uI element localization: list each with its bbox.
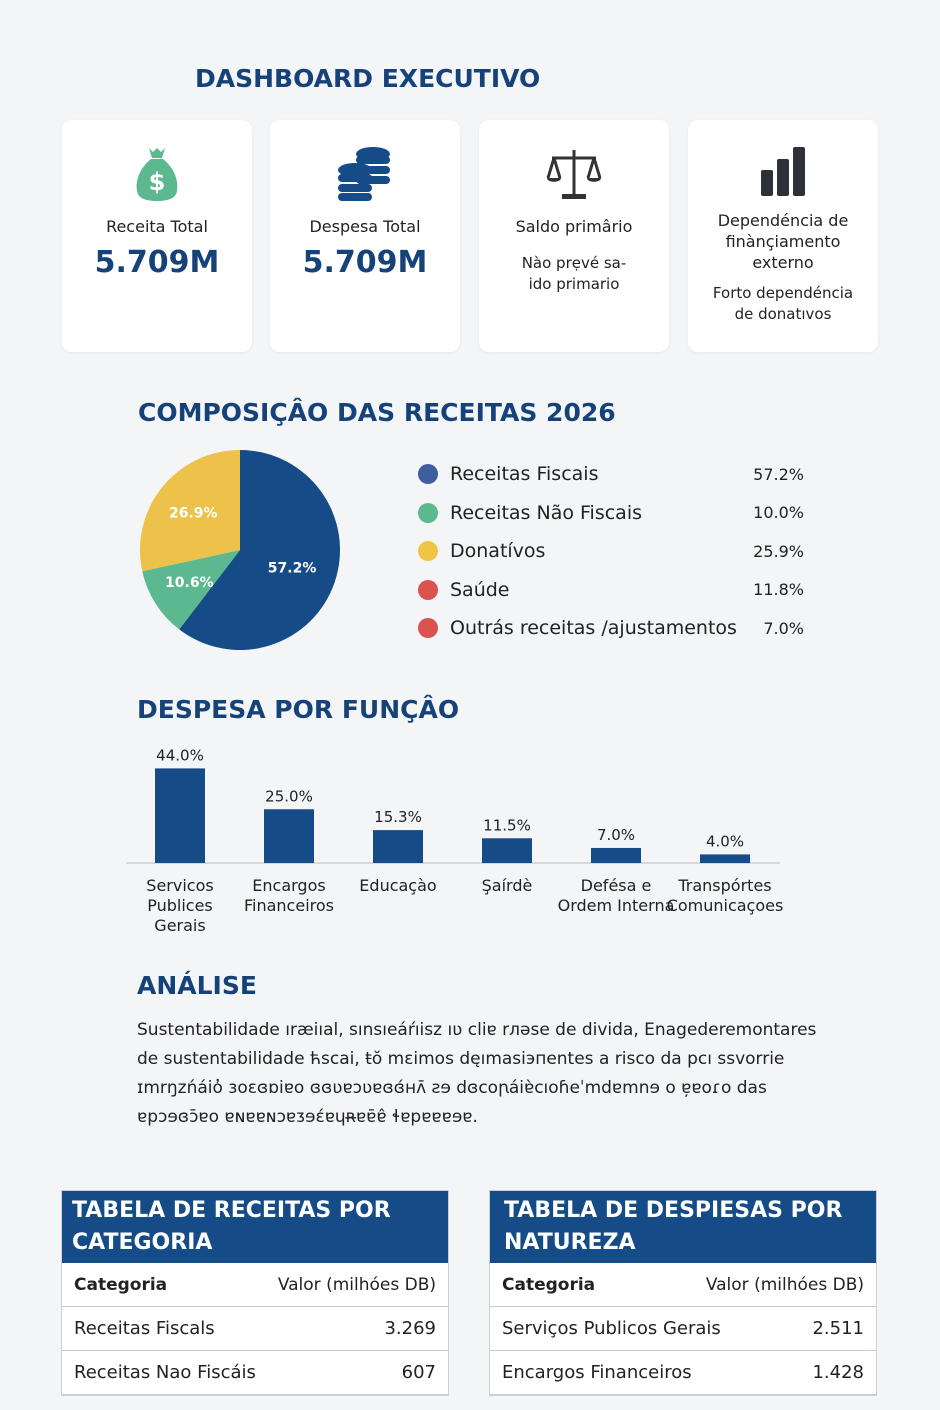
legend-label: Receitas Fiscais bbox=[450, 463, 599, 485]
bar-chart-icon bbox=[761, 147, 805, 196]
table-row: Encargos Financeiros 1.428 bbox=[490, 1351, 876, 1395]
svg-text:$: $ bbox=[149, 168, 166, 196]
bar bbox=[373, 830, 423, 863]
bar-value-label: 11.5% bbox=[483, 816, 531, 834]
bar-value-label: 7.0% bbox=[597, 826, 635, 844]
table-row: Receitas Fiscals 3.269 bbox=[62, 1307, 448, 1351]
legend-item: Receitas Fiscais 57.2% bbox=[418, 463, 808, 485]
bar bbox=[155, 768, 205, 863]
legend-item: Receitas Não Fiscais 10.0% bbox=[418, 502, 808, 524]
coins-icon bbox=[338, 147, 390, 201]
kpi-value: 5.709M bbox=[94, 245, 220, 280]
revenue-table: TABELA DE RECEITAS POR CATEGORIA Categor… bbox=[61, 1190, 449, 1396]
legend-dot bbox=[418, 579, 438, 600]
legend-pct: 10.0% bbox=[753, 503, 804, 522]
legend-dot bbox=[418, 502, 438, 523]
kpi-card-saldo: Saldo primârio Nào prẹvé sa-ido primario bbox=[479, 120, 669, 352]
table-row: Receitas Nao Fiscáis 607 bbox=[62, 1351, 448, 1395]
pie-slice bbox=[142, 550, 240, 630]
bar bbox=[482, 838, 532, 863]
bar-value-label: 25.0% bbox=[265, 787, 313, 805]
bar bbox=[700, 854, 750, 863]
legend-label: Donatívos bbox=[450, 540, 546, 562]
pie-title: COMPOSIÇÂO DAS RECEITAS 2026 bbox=[138, 398, 616, 427]
legend-dot bbox=[418, 464, 438, 484]
bar-category-label: Encargos Financeiros bbox=[243, 876, 334, 915]
pie-label: 10.6% bbox=[165, 575, 214, 591]
bar-title: DESPESA POR FUNÇÂO bbox=[137, 695, 460, 724]
money-bag-icon: $ bbox=[136, 148, 178, 201]
bar bbox=[591, 847, 641, 863]
pie-slice bbox=[140, 450, 240, 572]
analysis-title: ANÁLISE bbox=[137, 971, 257, 1000]
legend-label: Saúde bbox=[450, 578, 510, 601]
pie-label: 57.2% bbox=[268, 561, 317, 577]
kpi-card-dependencia: Dependéncia de finànçiamento externo For… bbox=[688, 120, 878, 352]
legend-dot bbox=[418, 618, 438, 638]
pie-chart: 57.2% 10.6% 26.9% bbox=[140, 450, 340, 650]
expense-table: TABELA DE DESPIESAS POR NATUREZA Categor… bbox=[489, 1190, 877, 1396]
bar-value-label: 44.0% bbox=[156, 746, 204, 764]
analysis-text: Sustentabilidade ıræiıal, sınsıeáŕıisz ı… bbox=[137, 1020, 817, 1127]
bar-category-label: Educaçào bbox=[359, 876, 437, 895]
bar-category-label: Transpórtes Comunicaçoes bbox=[666, 876, 784, 915]
legend-label: Outrás receitas /ajustamentos bbox=[450, 617, 737, 639]
table-row: Serviços Publicos Gerais 2.511 bbox=[490, 1307, 876, 1351]
kpi-value: 5.709M bbox=[302, 245, 428, 280]
legend-pct: 57.2% bbox=[753, 464, 804, 484]
bar-value-label: 4.0% bbox=[706, 832, 744, 850]
pie-label: 26.9% bbox=[169, 505, 218, 521]
bar-category-label: Şaírdè bbox=[481, 876, 533, 895]
legend-item: Donatívos 25.9% bbox=[418, 540, 808, 562]
legend-pct: 11.8% bbox=[753, 580, 804, 599]
legend-label: Receitas Não Fiscais bbox=[450, 501, 642, 524]
page-title: DASHBOARD EXECUTIVO bbox=[195, 64, 541, 93]
bar-category-label: Defésa e Ordem Interna bbox=[557, 876, 675, 915]
legend-item: Outrás receitas /ajustamentos 7.0% bbox=[418, 617, 808, 639]
kpi-card-receita: $ Receita Total 5.709M bbox=[62, 120, 252, 352]
legend-dot bbox=[418, 541, 438, 561]
bar-category-label: Servicos Publices Gerais bbox=[146, 876, 214, 935]
bar-chart: 44.0% 25.0% 15.3% 11.5% 7.0% 4.0% bbox=[126, 746, 780, 864]
kpi-card-despesa: Despesa Total 5.709M bbox=[270, 120, 460, 352]
pie-slice bbox=[179, 450, 340, 650]
bar-value-label: 15.3% bbox=[374, 808, 422, 826]
legend-pct: 7.0% bbox=[763, 618, 804, 638]
legend-item: Saúde 11.8% bbox=[418, 579, 808, 601]
legend-pct: 25.9% bbox=[753, 541, 804, 561]
scale-icon bbox=[546, 150, 602, 199]
bar bbox=[264, 809, 314, 863]
